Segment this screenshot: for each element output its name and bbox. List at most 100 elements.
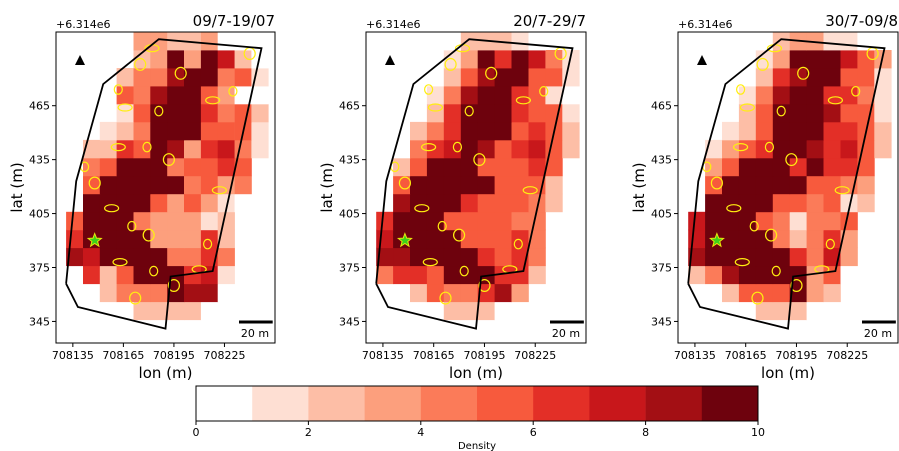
density-cell (99, 193, 117, 213)
density-cell (410, 193, 428, 213)
density-cell (116, 247, 134, 267)
density-cell (840, 139, 858, 159)
density-cell (83, 157, 101, 177)
y-tick-label: 435 (651, 154, 672, 167)
density-cell (477, 85, 495, 105)
panel-title: 30/7-09/8 (825, 12, 898, 30)
x-axis-label: lon (m) (449, 364, 503, 382)
density-cell (545, 68, 563, 87)
density-cell (184, 32, 202, 51)
y-tick-label: 345 (29, 315, 50, 328)
density-cell (688, 211, 706, 231)
density-cell (477, 103, 495, 123)
density-cell (511, 121, 529, 141)
density-cell (688, 265, 706, 285)
density-cell (528, 103, 546, 123)
field-boundary (65, 38, 263, 330)
density-cell (755, 283, 774, 303)
density-cell (477, 139, 495, 159)
x-axis-label: lon (m) (139, 364, 193, 382)
density-cell (772, 247, 791, 267)
density-cell (133, 121, 151, 141)
colorbar-frame (195, 385, 759, 422)
density-cell (840, 247, 858, 267)
density-cell (755, 139, 774, 159)
density-cell (133, 193, 151, 213)
yellow-contour (834, 186, 850, 195)
density-cell (426, 121, 445, 141)
x-tick-label: 708135 (52, 349, 94, 362)
density-cell (426, 68, 445, 87)
density-cell (66, 247, 84, 267)
density-cell (460, 139, 479, 159)
yellow-contour (797, 66, 810, 80)
colorbar-tick-label: 10 (751, 426, 765, 439)
density-cell (376, 211, 394, 231)
density-cell (217, 265, 235, 285)
density-cell (167, 121, 185, 141)
density-cell (789, 265, 807, 285)
density-cell (738, 103, 757, 123)
density-cell (443, 85, 462, 105)
colorbar-tick-label: 8 (642, 426, 649, 439)
yellow-contour (228, 86, 238, 97)
density-cell (511, 193, 529, 213)
density-cell (722, 157, 740, 177)
density-cell (494, 175, 512, 195)
yellow-contour (129, 291, 142, 305)
density-cell (494, 229, 512, 249)
density-cell (200, 193, 219, 213)
density-cell (99, 139, 117, 159)
density-cell (116, 211, 134, 231)
density-cell (200, 121, 219, 141)
y-axis-label: lat (m) (8, 162, 26, 212)
density-cell (460, 265, 479, 285)
y-tick-label: 375 (339, 261, 360, 274)
yellow-contour (515, 96, 532, 105)
colorbar-label: Density (458, 441, 496, 451)
density-cell (167, 50, 185, 69)
yellow-contour (154, 105, 164, 117)
density-cell (738, 283, 757, 303)
density-cell (133, 175, 151, 195)
density-cell (772, 265, 791, 285)
density-cell (840, 32, 858, 51)
density-cell (806, 265, 824, 285)
density-cell (150, 175, 168, 195)
density-cell (167, 247, 185, 267)
density-cell (426, 175, 445, 195)
north-arrow-icon (697, 55, 707, 65)
yellow-contour (149, 265, 159, 277)
density-cell (528, 247, 546, 267)
density-cell (200, 103, 219, 123)
density-cell (83, 265, 101, 285)
star-marker (396, 232, 413, 248)
x-tick-label: 708195 (775, 349, 817, 362)
density-cell (443, 139, 462, 159)
density-cell (460, 193, 479, 213)
x-axis-label: lon (m) (761, 364, 815, 382)
density-cell (545, 193, 563, 213)
density-cell (167, 229, 185, 249)
density-cell (755, 247, 774, 267)
density-cell (874, 121, 892, 141)
density-cell (116, 229, 134, 249)
yellow-contour (825, 238, 835, 250)
density-cell (494, 301, 512, 321)
density-cell (167, 283, 185, 303)
density-cell (426, 193, 445, 213)
density-cell (705, 157, 723, 177)
density-cell (116, 68, 134, 87)
density-cell (806, 85, 824, 105)
y-axis-label: lat (m) (630, 162, 648, 212)
density-cell (494, 103, 512, 123)
density-cell (722, 121, 740, 141)
density-cell (426, 103, 445, 123)
density-cell (426, 157, 445, 177)
y-tick-label: 435 (339, 154, 360, 167)
density-cell (83, 247, 101, 267)
density-cell (528, 68, 546, 87)
density-cell (99, 121, 117, 141)
yellow-contour (827, 96, 844, 105)
density-cell (511, 68, 529, 87)
